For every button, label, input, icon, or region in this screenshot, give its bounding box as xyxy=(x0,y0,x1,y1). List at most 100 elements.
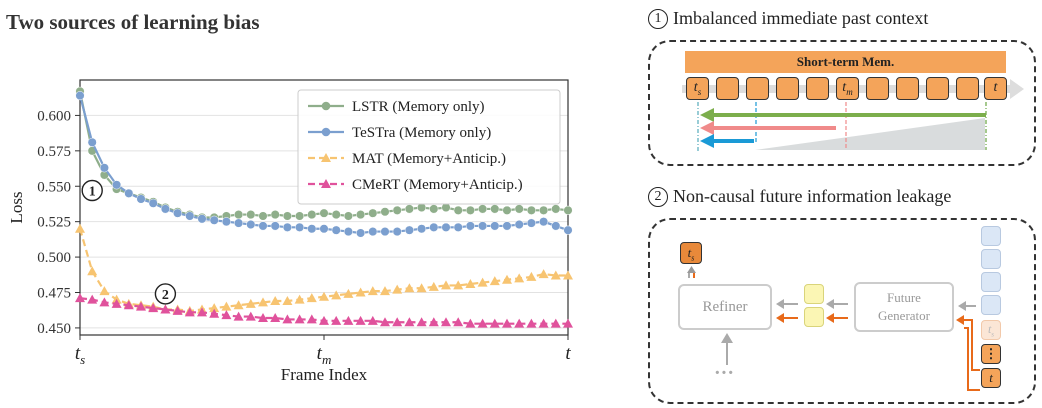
data-point xyxy=(380,317,390,327)
data-point xyxy=(307,210,317,220)
stack-t: t xyxy=(981,368,1001,388)
data-point xyxy=(441,280,451,290)
data-point xyxy=(136,301,146,311)
loss-chart: 0.450 0.475 0.500 0.525 0.550 0.575 0.600 ts tm t… xyxy=(7,79,573,384)
data-point xyxy=(282,296,293,305)
data-point xyxy=(502,205,512,215)
data-point xyxy=(465,205,475,215)
data-point xyxy=(563,205,573,215)
y-tick-label: 0.475 xyxy=(37,286,71,302)
data-point xyxy=(258,297,268,307)
memory-cell xyxy=(956,77,979,100)
data-point xyxy=(258,313,268,322)
data-point xyxy=(295,211,305,221)
data-point xyxy=(429,204,439,214)
data-point xyxy=(428,281,439,291)
memory-cell xyxy=(866,77,889,100)
memory-token xyxy=(981,249,1001,269)
memory-cell xyxy=(716,77,739,100)
green-arrowhead xyxy=(700,108,714,122)
data-point xyxy=(112,180,122,190)
data-point xyxy=(356,210,366,220)
pink-arrowhead xyxy=(700,121,714,135)
data-point xyxy=(87,137,97,147)
data-point xyxy=(368,227,378,237)
legend-marker xyxy=(321,101,331,111)
data-point xyxy=(124,188,134,198)
data-point xyxy=(148,303,159,313)
data-point xyxy=(245,311,256,321)
data-point xyxy=(258,211,268,221)
legend-marker xyxy=(321,153,331,162)
x-tick-label: ts xyxy=(75,343,85,367)
data-point xyxy=(221,301,232,311)
y-tick-label: 0.500 xyxy=(37,250,71,266)
data-point xyxy=(270,296,281,305)
data-point xyxy=(173,208,183,218)
annotation-circle xyxy=(81,179,103,202)
data-point xyxy=(355,315,366,325)
data-point xyxy=(526,318,537,328)
data-point xyxy=(428,317,439,327)
stack-ts-base: t xyxy=(987,322,992,336)
data-point xyxy=(465,221,475,231)
y-axis-label: Loss xyxy=(7,191,26,223)
cell-ts-sub: s xyxy=(697,86,702,97)
stack-dots: ⋮ xyxy=(981,344,1001,364)
data-point xyxy=(538,318,549,328)
data-point xyxy=(319,224,329,234)
data-point xyxy=(441,222,451,232)
data-point xyxy=(343,288,354,298)
cell-tm-sub: m xyxy=(846,86,853,97)
x-tick-label: t xyxy=(565,343,571,364)
data-point xyxy=(331,290,342,300)
data-point xyxy=(343,315,354,325)
annotation-label: 2 xyxy=(162,288,169,303)
figure-title: Two sources of learning bias xyxy=(6,10,260,34)
data-point xyxy=(404,204,414,214)
data-point xyxy=(392,284,403,294)
panel1-box: Short-term Mem. ts tm t xyxy=(648,40,1036,166)
data-point xyxy=(380,207,390,217)
panel1-number: 1 xyxy=(648,9,668,29)
data-point xyxy=(380,227,390,237)
legend-label: CMeRT (Memory+Anticip.) xyxy=(352,177,523,193)
cell-tm: tm xyxy=(836,77,859,100)
cell-t: t xyxy=(984,77,1007,100)
data-point xyxy=(441,317,451,327)
data-point xyxy=(319,291,329,301)
data-point xyxy=(282,211,292,221)
generator-label-1: Future xyxy=(887,290,921,305)
data-point xyxy=(550,270,561,280)
legend-label: LSTR (Memory only) xyxy=(352,99,485,115)
x-tick-label: tm xyxy=(317,343,332,367)
data-point xyxy=(99,297,110,307)
data-point xyxy=(453,280,464,290)
memory-token xyxy=(981,226,1001,246)
data-point xyxy=(307,224,317,234)
data-point xyxy=(453,222,463,232)
data-point xyxy=(514,273,525,283)
data-point xyxy=(99,286,110,296)
data-point xyxy=(123,300,134,310)
cell-ts-base: t xyxy=(693,80,698,95)
generator-label-2: Generator xyxy=(878,308,930,323)
data-point xyxy=(245,298,256,308)
data-point xyxy=(416,317,427,327)
data-point xyxy=(539,205,549,215)
data-point xyxy=(453,317,464,327)
data-point xyxy=(270,313,281,322)
annotation-label: 1 xyxy=(89,185,96,200)
data-point xyxy=(526,218,536,228)
output-ts: ts xyxy=(680,242,702,264)
data-point xyxy=(563,225,573,235)
data-point xyxy=(563,270,573,280)
panel2-heading: 2 Non-causal future information leakage xyxy=(648,186,951,207)
data-point xyxy=(404,225,414,235)
data-point xyxy=(538,269,549,279)
data-point xyxy=(270,210,280,220)
panel1-title: Imbalanced immediate past context xyxy=(673,8,929,28)
data-point xyxy=(563,318,573,328)
data-point xyxy=(404,283,415,293)
data-point xyxy=(209,303,220,313)
